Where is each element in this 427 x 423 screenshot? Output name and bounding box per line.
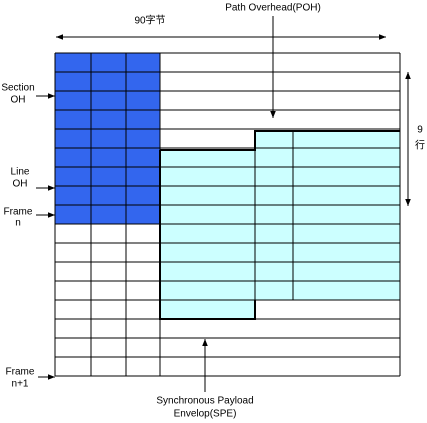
frame-n-label: Frame [4,207,33,218]
section-oh-label: OH [11,95,26,106]
spe-border [159,130,400,320]
line-oh-label: Line [11,167,30,178]
spe-region [160,150,255,319]
rows-label: 行 [415,139,425,152]
spe-label: Envelop(SPE) [174,409,237,420]
frame-n1-label: n+1 [12,379,29,390]
overhead-region [55,53,160,224]
line-oh-label: OH [13,179,28,190]
spe-label: Synchronous Payload [156,396,253,407]
poh-label: Path Overhead(POH) [225,3,321,14]
section-oh-label: Section [1,83,34,94]
frame-n1-label: Frame [6,367,35,378]
frame-n-label: n [15,218,21,229]
rows-label: 9 [417,125,423,136]
spe-outline [159,130,400,320]
top-label: 90字节 [134,14,165,27]
spe-region [255,131,400,300]
